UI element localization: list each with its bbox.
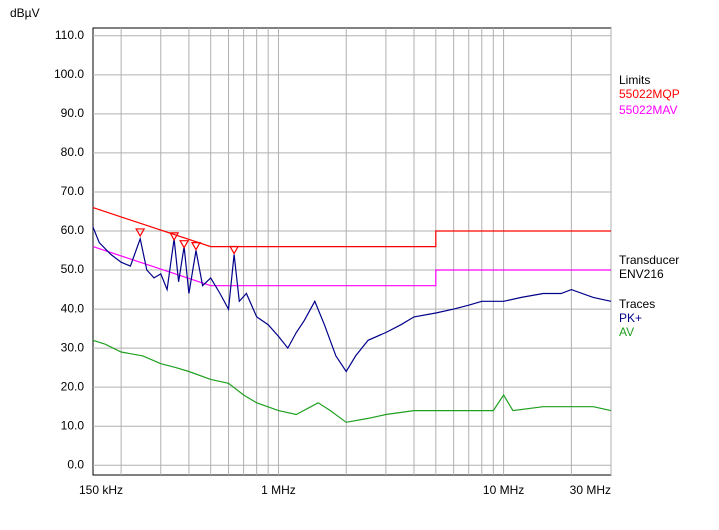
y-tick-label: 100.0	[54, 67, 84, 81]
y-tick-label: 80.0	[61, 145, 85, 159]
x-tick-label: 1 MHz	[261, 483, 296, 497]
peak-marker	[169, 232, 180, 242]
legend-entry: 55022MAV	[619, 103, 677, 117]
x-tick-label: 10 MHz	[483, 483, 524, 497]
peak-marker	[179, 240, 190, 249]
y-tick-label: 20.0	[61, 379, 85, 393]
limit-line	[92, 246, 611, 287]
legend-entry: ENV216	[619, 267, 664, 281]
peak-marker	[190, 242, 201, 251]
y-tick-label: 30.0	[61, 340, 85, 354]
trace-line	[92, 226, 612, 373]
y-tick-label: 0.0	[67, 457, 84, 471]
y-tick-label: 70.0	[61, 184, 85, 198]
x-tick-label: 150 kHz	[79, 483, 123, 497]
legend-entry: AV	[619, 325, 634, 339]
limit-line	[92, 207, 611, 248]
plot-area	[92, 27, 612, 476]
legend-title: Transducer	[619, 253, 679, 267]
y-tick-label: 110.0	[55, 28, 84, 42]
legend-title: Limits	[619, 73, 650, 87]
legend-title: Traces	[619, 297, 655, 311]
y-tick-label: 50.0	[61, 262, 85, 276]
legend-entry: 55022MQP	[619, 87, 680, 101]
x-tick-label: 30 MHz	[570, 483, 611, 497]
peak-marker	[229, 245, 240, 255]
y-tick-label: 60.0	[61, 223, 85, 237]
y-label: dBµV	[10, 6, 40, 20]
y-tick-label: 90.0	[61, 106, 85, 120]
trace-line	[92, 339, 612, 423]
peak-marker	[135, 228, 146, 238]
y-tick-label: 40.0	[61, 301, 85, 315]
legend-entry: PK+	[619, 311, 642, 325]
y-tick-label: 10.0	[61, 418, 85, 432]
